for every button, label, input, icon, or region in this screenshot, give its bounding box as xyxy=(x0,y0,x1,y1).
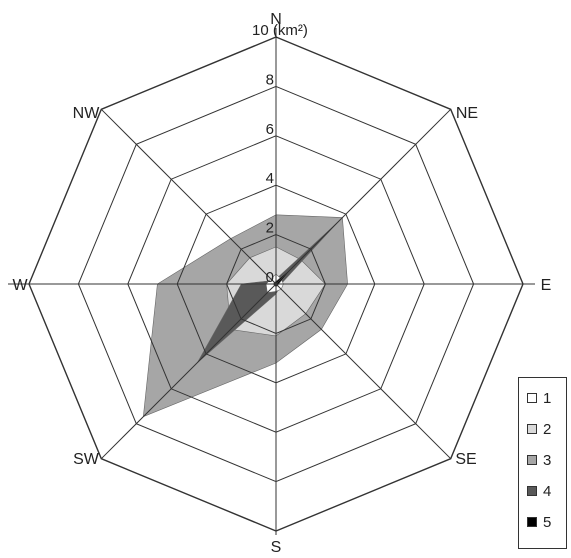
legend-item-1: 1 xyxy=(527,388,551,408)
direction-label-SE: SE xyxy=(455,451,476,468)
direction-label-NE: NE xyxy=(456,105,478,122)
legend-swatch xyxy=(527,424,537,434)
legend-item-4: 4 xyxy=(527,481,551,501)
spoke-NW xyxy=(100,108,277,285)
legend-item-3: 3 xyxy=(527,450,551,470)
legend-label: 3 xyxy=(543,451,552,469)
radial-tick-label: 4 xyxy=(266,170,274,187)
legend-label: 2 xyxy=(543,420,552,438)
direction-label-SW: SW xyxy=(73,451,100,468)
direction-label-NW: NW xyxy=(73,105,101,122)
direction-label-E: E xyxy=(541,277,552,294)
legend: 1 2 3 4 5 xyxy=(518,377,567,549)
radial-tick-label: 2 xyxy=(266,220,274,237)
spoke-SE xyxy=(275,283,452,460)
radial-max-unit-label: 10 (km²) xyxy=(252,22,308,39)
spoke-NE xyxy=(275,108,452,285)
legend-swatch xyxy=(527,455,537,465)
legend-label: 1 xyxy=(543,389,552,407)
legend-label: 5 xyxy=(543,513,552,531)
direction-label-S: S xyxy=(271,539,282,556)
legend-swatch xyxy=(527,486,537,496)
label-layer: 0 2 4 6 8 10 (km²)N NE E SE S SW W NW xyxy=(12,11,551,556)
legend-swatch xyxy=(527,517,537,527)
legend-label: 4 xyxy=(543,482,552,500)
direction-label-N: N xyxy=(270,11,282,28)
grid-layer xyxy=(8,28,535,535)
spoke-SW xyxy=(100,283,277,460)
legend-item-5: 5 xyxy=(527,512,551,532)
radial-tick-label: 6 xyxy=(266,121,274,138)
radial-tick-label: 0 xyxy=(266,269,274,286)
legend-item-2: 2 xyxy=(527,419,551,439)
legend-swatch xyxy=(527,393,537,403)
radial-tick-label: 8 xyxy=(266,71,274,88)
direction-label-W: W xyxy=(12,277,28,294)
